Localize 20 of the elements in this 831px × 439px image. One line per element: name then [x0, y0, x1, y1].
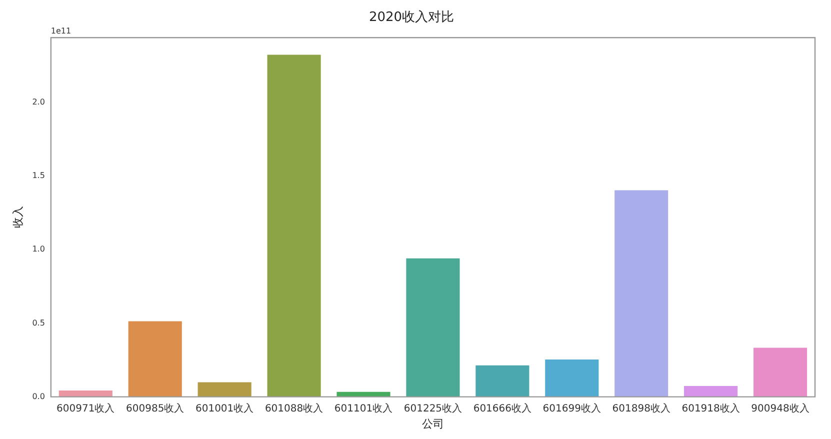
- y-tick-label: 2.0: [32, 97, 45, 106]
- x-tick-label: 601101收入: [334, 402, 393, 414]
- y-tick-label: 1.0: [32, 244, 45, 254]
- x-axis-title: 公司: [422, 417, 444, 430]
- x-tick-label: 601225收入: [404, 402, 462, 414]
- x-tick-label: 601898收入: [612, 402, 670, 414]
- y-tick-label: 0.0: [32, 392, 45, 401]
- y-axis-title: 收入: [11, 206, 24, 228]
- x-tick-label: 600971收入: [56, 402, 115, 414]
- y-tick-label: 0.5: [32, 318, 45, 328]
- x-tick-label: 601699收入: [542, 402, 601, 414]
- x-tick-label: 601918收入: [682, 402, 740, 414]
- x-tick-label: 601088收入: [264, 402, 324, 414]
- x-tick-label: 601001收入: [195, 402, 254, 414]
- chart-title: 2020收入对比: [368, 10, 454, 26]
- x-tick-label: 900948收入: [751, 402, 810, 414]
- text: 1e11: [50, 26, 72, 36]
- x-tick-label: 600985收入: [126, 402, 184, 414]
- y-tick-label: 1.5: [32, 171, 45, 180]
- x-tick-label: 601666收入: [473, 402, 532, 414]
